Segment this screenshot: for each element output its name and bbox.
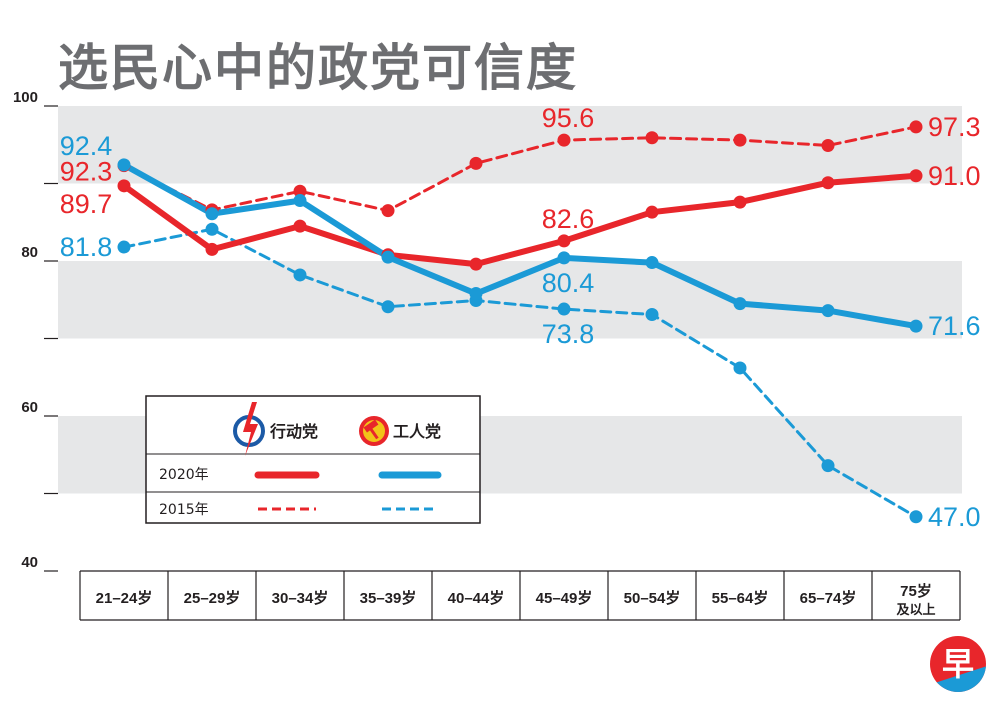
- x-tick-label: 21–24岁: [96, 589, 153, 607]
- x-tick-label-line: 及以上: [896, 602, 935, 617]
- series-line-wp-dashed: [122, 227, 918, 519]
- data-point-wp-dashed: [293, 268, 307, 282]
- data-point-wp-solid: [205, 207, 219, 221]
- data-point-pap-dashed: [645, 131, 659, 145]
- zaobao-logo-icon: 早: [930, 636, 986, 692]
- data-label: 91.0: [928, 161, 981, 191]
- data-point-pap-dashed: [909, 120, 923, 134]
- data-point-pap-solid: [821, 176, 835, 190]
- x-tick-label: 25–29岁: [184, 589, 241, 607]
- background-band: [58, 261, 962, 339]
- data-label: 92.3: [60, 157, 113, 187]
- series-lines: [121, 125, 919, 519]
- series-points: [117, 120, 923, 524]
- legend-wp-label: 工人党: [393, 422, 441, 441]
- x-tick-label: 45–49岁: [536, 589, 593, 607]
- data-point-pap-dashed: [293, 184, 307, 198]
- data-point-wp-solid: [293, 194, 307, 208]
- data-label: 95.6: [542, 103, 595, 133]
- data-point-wp-dashed: [205, 222, 219, 236]
- x-axis: 21–24岁 25–29岁 30–34岁 35–39岁 40–44岁 45–49岁 50–5…: [79, 570, 961, 621]
- data-point-wp-solid: [117, 158, 131, 172]
- y-axis: 40 60 80 100: [13, 89, 58, 572]
- y-tick-label: 60: [21, 399, 38, 416]
- data-point-wp-solid: [733, 297, 747, 311]
- data-point-wp-dashed: [733, 361, 747, 375]
- data-point-pap-solid: [117, 179, 131, 193]
- legend-2020-label: 2020年: [159, 467, 209, 483]
- x-tick-label-line: 75岁: [900, 582, 932, 600]
- chart-title: 选民心中的政党可信度: [58, 39, 578, 97]
- y-tick-label: 40: [21, 554, 38, 571]
- x-tick-label: 75岁及以上: [896, 582, 935, 617]
- legend: 行动党 工人党 2020年 2015年: [145, 395, 481, 524]
- data-point-pap-dashed: [733, 133, 747, 147]
- data-point-wp-solid: [381, 250, 395, 264]
- y-tick-label: 100: [13, 89, 38, 106]
- x-tick-label: 55–64岁: [712, 589, 769, 607]
- data-label: 89.7: [60, 189, 113, 219]
- legend-box: [145, 395, 481, 524]
- data-point-pap-dashed: [557, 133, 571, 147]
- data-point-wp-solid: [909, 319, 923, 333]
- data-label: 97.3: [928, 112, 981, 142]
- data-point-pap-solid: [733, 195, 747, 209]
- data-point-wp-solid: [557, 251, 571, 265]
- background-band: [58, 106, 962, 184]
- data-point-wp-solid: [469, 287, 483, 301]
- data-point-wp-dashed: [381, 300, 395, 314]
- data-label: 92.4: [60, 131, 113, 161]
- data-point-wp-solid: [645, 256, 659, 270]
- data-point-wp-dashed: [117, 240, 131, 254]
- data-point-pap-solid: [557, 234, 571, 248]
- data-point-pap-dashed: [821, 139, 835, 153]
- x-tick-label: 30–34岁: [272, 589, 329, 607]
- legend-pap-label: 行动党: [269, 422, 318, 441]
- x-tick-label: 65–74岁: [800, 589, 857, 607]
- wp-logo-icon: [359, 416, 389, 446]
- x-tick-label: 40–44岁: [448, 589, 505, 607]
- data-label: 80.4: [542, 268, 595, 298]
- data-labels: 92.492.389.7 81.8 95.6 82.6 80.4 73.8 97.3 91.0…: [60, 103, 981, 532]
- data-point-wp-dashed: [557, 302, 571, 316]
- data-point-wp-dashed: [645, 307, 659, 321]
- pap-logo-icon: [233, 402, 265, 456]
- x-tick-label: 50–54岁: [624, 589, 681, 607]
- data-point-pap-solid: [293, 219, 307, 233]
- data-point-pap-solid: [909, 169, 923, 183]
- data-point-pap-solid: [469, 257, 483, 271]
- data-point-wp-dashed: [821, 459, 835, 473]
- data-label: 47.0: [928, 502, 981, 532]
- data-point-pap-dashed: [381, 204, 395, 218]
- data-point-pap-dashed: [469, 156, 483, 170]
- data-label: 81.8: [60, 232, 113, 262]
- data-label: 82.6: [542, 204, 595, 234]
- y-tick-label: 80: [21, 244, 38, 261]
- data-point-pap-solid: [205, 242, 219, 256]
- x-tick-label: 35–39岁: [360, 589, 417, 607]
- series-line-pap-dashed: [122, 125, 918, 213]
- data-label: 71.6: [928, 311, 981, 341]
- data-label: 73.8: [542, 319, 595, 349]
- data-point-wp-dashed: [909, 510, 923, 524]
- series-line-pap-solid: [121, 172, 919, 268]
- data-point-wp-solid: [821, 304, 835, 318]
- series-line-wp-solid: [121, 161, 919, 330]
- data-point-pap-solid: [645, 205, 659, 219]
- legend-2015-label: 2015年: [159, 502, 209, 518]
